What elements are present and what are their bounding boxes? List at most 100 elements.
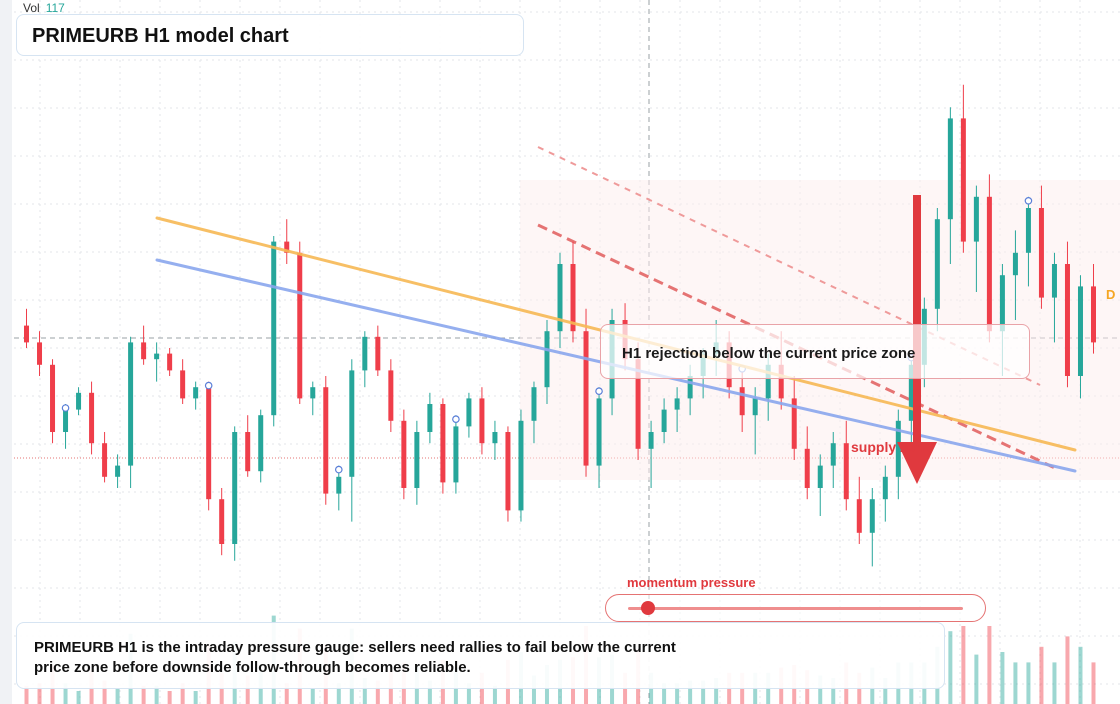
volume-bar (63, 683, 68, 704)
candle-body (180, 370, 186, 399)
candle-body (1064, 264, 1070, 376)
momentum-gauge[interactable] (605, 594, 986, 622)
candle-body (193, 387, 199, 399)
candle-body (323, 387, 329, 494)
volume-bar (427, 680, 432, 704)
candle-body (830, 443, 836, 466)
volume-bar (1078, 646, 1083, 704)
momentum-gauge-track (628, 607, 963, 610)
candle-body (141, 342, 147, 360)
signal-marker (1024, 197, 1033, 205)
candle-body (999, 275, 1005, 332)
volume-bar (362, 678, 367, 704)
candle-body (128, 342, 134, 466)
volume-bar (492, 685, 497, 704)
candle-body (895, 420, 901, 477)
candle-body (869, 499, 875, 533)
candle-body (947, 118, 953, 220)
candle-body (466, 398, 472, 427)
candle-body (89, 392, 95, 444)
candle-body (375, 336, 381, 371)
arrow-head (897, 442, 937, 484)
candle-body (63, 409, 69, 432)
volume-bar (180, 683, 185, 704)
volume-bar (375, 680, 380, 704)
candle-series (24, 84, 1096, 567)
candle-body (674, 398, 680, 410)
caption-text: PRIMEURB H1 is the intraday pressure gau… (34, 639, 676, 676)
volume-bar (961, 626, 966, 704)
candle-body (986, 196, 992, 332)
volume-bar (167, 691, 172, 704)
volume-readout: Vol 117 (23, 1, 65, 15)
supply-zone-band (520, 146, 1120, 480)
volume-label: Vol (23, 1, 40, 15)
candle-body (934, 219, 940, 309)
rejection-callout: H1 rejection below the current price zon… (600, 324, 1030, 379)
volume-bar (1065, 636, 1070, 704)
volume-bar (141, 685, 146, 704)
candle-body (401, 420, 407, 488)
volume-bar (1091, 662, 1096, 704)
volume-bar (1052, 662, 1057, 704)
supply-zone-label: supply zone (851, 439, 932, 455)
candle-body (557, 264, 563, 332)
candle-body (648, 432, 654, 449)
candle-body (1025, 208, 1031, 253)
candle-body (50, 364, 56, 432)
candle-body (1012, 252, 1018, 276)
candle-body (908, 364, 914, 421)
candle-body (1077, 286, 1083, 376)
candle-body (856, 499, 862, 533)
volume-bar (987, 626, 992, 704)
signal-marker (61, 404, 70, 412)
candle-body (284, 241, 290, 253)
candle-body (752, 398, 758, 416)
volume-bar (818, 675, 823, 704)
volume-bar (831, 678, 836, 704)
candle-body (206, 387, 212, 500)
candle-body (310, 387, 316, 399)
volume-bar (701, 680, 706, 704)
candle-body (492, 432, 498, 444)
left-scroll-strip[interactable] (0, 0, 12, 704)
candle-body (1038, 208, 1044, 298)
candle-body (388, 370, 394, 421)
volume-bar (1000, 652, 1005, 704)
volume-bar (688, 680, 693, 704)
price-edge-tag: D (1106, 287, 1116, 302)
signal-marker (334, 465, 343, 474)
rejection-callout-text: H1 rejection below the current price zon… (622, 345, 916, 362)
volume-bar (714, 678, 719, 704)
candle-body (414, 432, 420, 488)
caption-box: PRIMEURB H1 is the intraday pressure gau… (16, 622, 945, 689)
volume-bar (154, 685, 159, 704)
candle-body (76, 392, 82, 410)
candle-body (882, 476, 888, 500)
chart-title-box: PRIMEURB H1 model chart (16, 14, 524, 56)
signal-marker (452, 415, 460, 424)
candle-body (661, 409, 667, 432)
candle-body (518, 420, 524, 511)
candle-body (336, 476, 342, 494)
volume-bar (76, 691, 81, 704)
candle-body (791, 398, 797, 449)
volume-bar (1013, 662, 1018, 704)
candle-body (232, 432, 238, 544)
volume-bar (310, 688, 315, 704)
candle-body (960, 118, 966, 242)
candle-body (583, 331, 589, 466)
candle-body (817, 465, 823, 488)
candle-body (102, 443, 108, 477)
volume-value: 117 (45, 1, 65, 15)
candle-body (544, 331, 550, 388)
candle-body (778, 364, 784, 399)
volume-bar (193, 691, 198, 704)
volume-bar (675, 683, 680, 704)
candle-body (219, 499, 225, 544)
candle-body (167, 353, 173, 371)
candle-body (596, 398, 602, 466)
momentum-gauge-knob[interactable] (641, 601, 656, 615)
candle-body (427, 404, 433, 432)
candle-body (37, 342, 43, 365)
